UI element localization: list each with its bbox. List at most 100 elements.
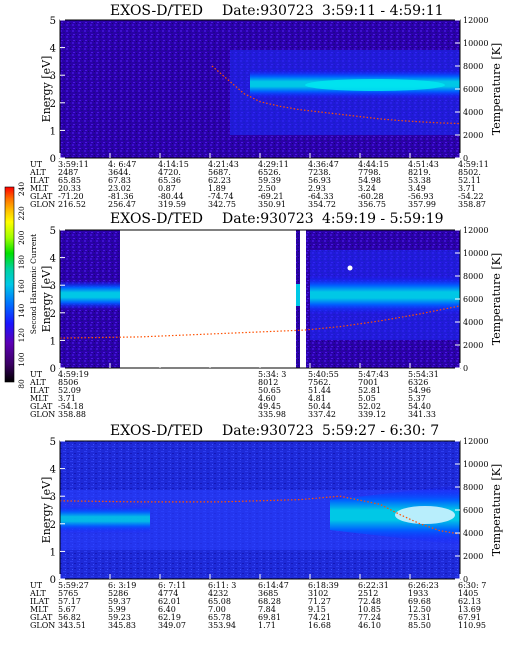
table-cell: 62.19 [158, 613, 181, 622]
table-cell: 357.99 [408, 200, 436, 209]
table-cell: 2512 [358, 589, 378, 598]
panel-2-date: Date:930723 [222, 211, 314, 227]
table-cell: 62.23 [208, 176, 231, 185]
table-cell: 7562. [308, 378, 331, 387]
table-cell: 6:26:23 [408, 581, 439, 590]
panel-3-plot-area [59, 440, 461, 580]
table-cell: 5.99 [108, 605, 126, 614]
panel-2-band-left [60, 280, 120, 310]
table-cell: -54.18 [58, 402, 84, 411]
ytick-label: 5 [50, 437, 56, 448]
table-cell: 59.39 [258, 176, 281, 185]
table-row-label: GLON [30, 410, 55, 419]
ytick-right-label: 2000 [463, 131, 483, 140]
table-cell: 1.71 [258, 621, 276, 630]
ytick-label: 4 [50, 465, 56, 476]
ytick-right-label: 0 [463, 364, 468, 373]
panel-3-temperature-trace [59, 495, 461, 535]
table-cell: 7798. [358, 168, 381, 177]
table-cell: 319.59 [158, 200, 186, 209]
ytick-label: 1 [50, 126, 56, 137]
ytick-label: 1 [50, 336, 56, 347]
panel-3-yticks: 0 1 2 3 4 5 [50, 437, 65, 586]
table-cell: -54.22 [458, 192, 484, 201]
table-cell: 4:51:43 [408, 160, 439, 169]
table-cell: 5:34: 3 [258, 370, 286, 379]
table-cell: 4:14:15 [158, 160, 189, 169]
panel-1-date: Date:930723 [222, 3, 314, 19]
table-row-label: ALT [29, 589, 46, 598]
table-cell: 5.67 [58, 605, 76, 614]
table-cell: -71.20 [58, 192, 84, 201]
colorbar-tick-label: 220 [17, 206, 26, 221]
table-cell: 335.98 [258, 410, 286, 419]
ytick-label: 3 [50, 281, 56, 292]
table-cell: 6.40 [158, 605, 176, 614]
panel-2-title: EXOS-D/TED [110, 211, 203, 227]
table-cell: 50.65 [258, 386, 281, 395]
ytick-label: 3 [50, 71, 56, 82]
colorbar-label: Second Harmonic Current [29, 234, 38, 334]
table-row-label: ALT [29, 168, 46, 177]
table-cell: 3.49 [408, 184, 426, 193]
table-row-label: ALT [29, 378, 46, 387]
table-cell: 4:21:43 [208, 160, 239, 169]
table-cell: 5:47:43 [358, 370, 389, 379]
ytick-right-label: 12000 [463, 437, 488, 446]
table-cell: 4.81 [308, 394, 326, 403]
table-cell: 4:44:15 [358, 160, 389, 169]
ytick-label: 1 [50, 547, 56, 558]
panel-2-data-gap-2 [300, 230, 306, 368]
table-row-label: GLAT [30, 613, 53, 622]
table-cell: 4:29:11 [258, 160, 289, 169]
table-cell: -60.28 [358, 192, 384, 201]
colorbar-scale [4, 186, 15, 383]
panel-2-temperature-trace [59, 305, 461, 339]
table-row-label: UT [30, 370, 43, 379]
table-row-label: MLT [30, 394, 49, 403]
panel-1-temperature-trace [211, 65, 461, 125]
colorbar: 80 100 120 140 160 180 200 220 240 Second Harmon… [4, 182, 38, 389]
table-cell: 62.01 [158, 597, 181, 606]
table-cell: 5:54:31 [408, 370, 439, 379]
table-cell: 59.23 [108, 613, 131, 622]
table-cell: 65.78 [208, 613, 231, 622]
table-cell: 349.07 [158, 621, 186, 630]
table-cell: 4:59:19 [58, 370, 89, 379]
table-cell: 9.15 [308, 605, 326, 614]
table-cell: 67.83 [108, 176, 131, 185]
table-cell: 4720. [158, 168, 181, 177]
table-cell: 216.52 [58, 200, 86, 209]
table-cell: 8506 [58, 378, 78, 387]
panel-3-date: Date:930723 [222, 423, 314, 439]
table-cell: 7238. [308, 168, 331, 177]
table-cell: 52.02 [358, 402, 381, 411]
table-cell: 54.96 [408, 386, 431, 395]
ytick-right-label: 6000 [463, 85, 483, 94]
ytick-label: 2 [50, 99, 56, 110]
table-cell: 56.82 [58, 613, 81, 622]
table-cell: 65.08 [208, 597, 231, 606]
table-cell: 69.81 [258, 613, 281, 622]
table-cell: -74.74 [208, 192, 234, 201]
table-cell: 2.50 [258, 184, 276, 193]
table-row-label: ILAT [30, 176, 50, 185]
ytick-label: 0 [50, 154, 56, 165]
panel-3: EXOS-D/TED Date:930723 5:59:27 - 6:30: 7… [29, 423, 503, 630]
table-cell: 16.68 [308, 621, 331, 630]
panel-1-ylabel-right: Temperature [K] [490, 43, 503, 135]
ytick-label: 5 [50, 226, 56, 237]
table-cell: 4:36:47 [308, 160, 339, 169]
table-cell: 23.02 [108, 184, 131, 193]
ytick-label: 4 [50, 44, 56, 55]
colorbar-tick-label: 200 [17, 230, 26, 245]
panel-3-yticks-right: 0 2000 4000 6000 8000 10000 12000 [455, 437, 488, 584]
table-cell: 52.09 [58, 386, 81, 395]
ytick-right-label: 4000 [463, 529, 483, 538]
table-cell: 72.48 [358, 597, 381, 606]
table-cell: 5765 [58, 589, 78, 598]
ytick-right-label: 10000 [463, 249, 488, 258]
table-cell: 53.38 [408, 176, 431, 185]
table-cell: 5286 [108, 589, 128, 598]
